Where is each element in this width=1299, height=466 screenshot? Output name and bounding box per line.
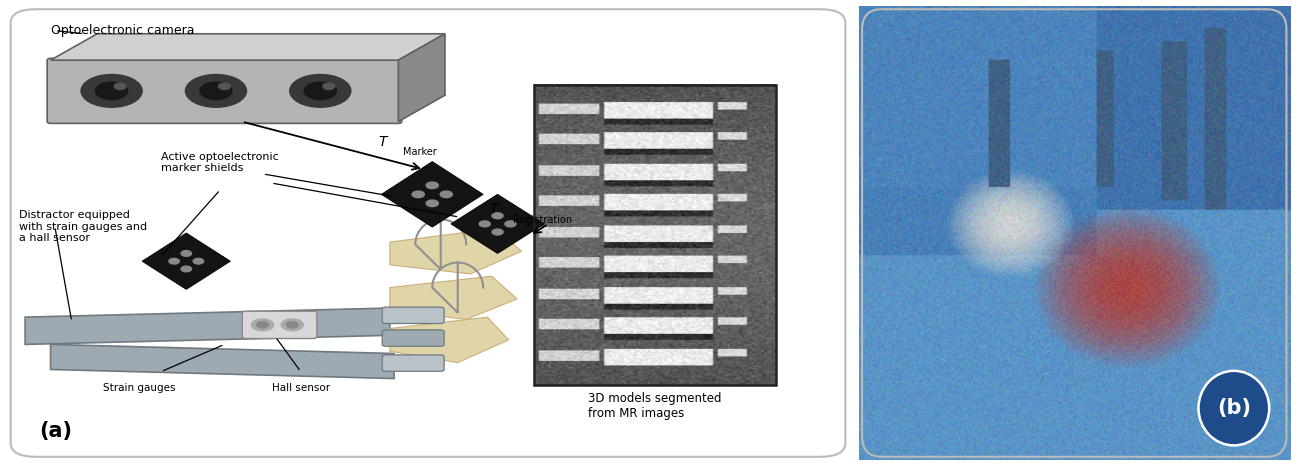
Circle shape	[194, 258, 204, 264]
Circle shape	[412, 191, 425, 198]
Text: (b): (b)	[1217, 398, 1251, 418]
Text: Registration: Registration	[513, 215, 572, 225]
FancyBboxPatch shape	[382, 330, 444, 346]
Polygon shape	[390, 317, 509, 363]
Circle shape	[169, 258, 179, 264]
Circle shape	[479, 221, 490, 227]
Circle shape	[181, 266, 191, 272]
Circle shape	[286, 322, 299, 328]
Polygon shape	[25, 308, 390, 344]
Circle shape	[323, 83, 335, 89]
Polygon shape	[399, 34, 446, 122]
Polygon shape	[382, 162, 483, 227]
Circle shape	[505, 221, 516, 227]
Polygon shape	[451, 194, 544, 254]
Text: Marker: Marker	[403, 148, 436, 158]
Text: T: T	[379, 135, 387, 149]
Circle shape	[252, 319, 274, 331]
Text: Active optoelectronic
marker shields: Active optoelectronic marker shields	[161, 152, 278, 173]
Polygon shape	[390, 228, 521, 274]
Circle shape	[186, 75, 247, 107]
Circle shape	[114, 83, 126, 89]
Circle shape	[282, 319, 304, 331]
Circle shape	[181, 251, 191, 256]
Text: Distractor equipped
with strain gauges and
a hall sensor: Distractor equipped with strain gauges a…	[19, 210, 147, 243]
Circle shape	[1199, 371, 1269, 445]
Text: Hall sensor: Hall sensor	[271, 383, 330, 393]
Circle shape	[200, 82, 233, 100]
Text: (a): (a)	[39, 421, 73, 441]
FancyBboxPatch shape	[382, 307, 444, 323]
Polygon shape	[142, 233, 230, 289]
Circle shape	[492, 229, 503, 235]
Circle shape	[426, 200, 438, 206]
Circle shape	[304, 82, 336, 100]
Circle shape	[257, 322, 269, 328]
FancyBboxPatch shape	[47, 58, 401, 123]
Text: Optoelectronic camera: Optoelectronic camera	[51, 24, 194, 37]
Text: Strain gauges: Strain gauges	[104, 383, 175, 393]
Text: T: T	[490, 202, 498, 216]
Circle shape	[290, 75, 351, 107]
Circle shape	[81, 75, 142, 107]
Circle shape	[96, 82, 127, 100]
Polygon shape	[390, 276, 517, 319]
FancyBboxPatch shape	[10, 9, 846, 457]
Circle shape	[218, 83, 230, 89]
Circle shape	[426, 182, 438, 189]
Polygon shape	[51, 344, 394, 378]
Text: 3D models segmented
from MR images: 3D models segmented from MR images	[588, 392, 722, 420]
Polygon shape	[51, 34, 446, 60]
FancyBboxPatch shape	[382, 355, 444, 371]
FancyBboxPatch shape	[242, 311, 317, 338]
Circle shape	[440, 191, 452, 198]
Circle shape	[492, 213, 503, 219]
